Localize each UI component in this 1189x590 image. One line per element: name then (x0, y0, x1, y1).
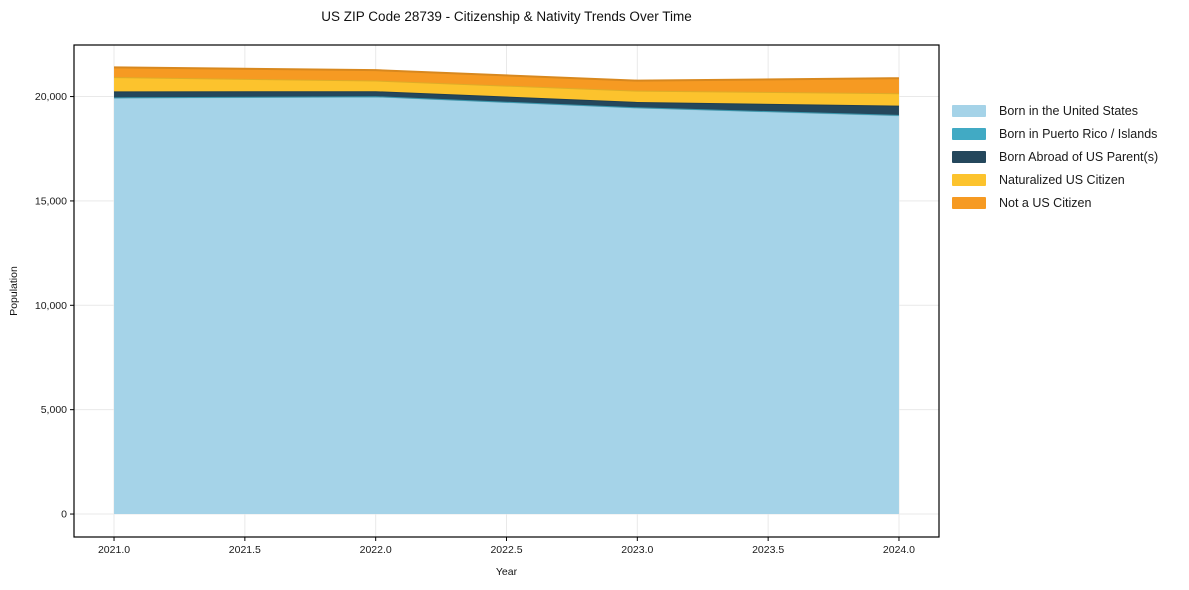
legend-item-naturalized: Naturalized US Citizen (952, 172, 1158, 187)
y-tick-label: 10,000 (35, 300, 67, 312)
legend-label: Not a US Citizen (999, 195, 1092, 210)
x-axis-label: Year (495, 566, 518, 578)
x-tick-label: 2023.0 (621, 544, 653, 556)
legend-swatch-born-pr (952, 127, 986, 140)
area-born-abroad (114, 91, 899, 115)
legend-label: Born in Puerto Rico / Islands (999, 126, 1158, 141)
legend-item-born-abroad: Born Abroad of US Parent(s) (952, 149, 1159, 164)
legend-swatch-born-abroad (952, 150, 986, 163)
x-tick-label: 2022.5 (490, 544, 522, 556)
legend-item-born-us: Born in the United States (952, 103, 1158, 118)
x-tick-label: 2023.5 (752, 544, 784, 556)
legend-label: Naturalized US Citizen (999, 172, 1125, 187)
legend-item-not-citizen: Not a US Citizen (952, 195, 1158, 210)
y-tick-label: 15,000 (35, 195, 67, 207)
x-tick-label: 2024.0 (883, 544, 915, 556)
legend-item-born-pr: Born in Puerto Rico / Islands (952, 126, 1158, 141)
legend-swatch-naturalized (952, 173, 986, 186)
x-tick-label: 2022.0 (360, 544, 392, 556)
area-not-citizen (114, 67, 899, 94)
x-tick-label: 2021.5 (229, 544, 261, 556)
area-naturalized (114, 77, 899, 106)
x-tick-label: 2021.0 (98, 544, 130, 556)
legend-swatch-born-us (952, 104, 986, 117)
chart-title: US ZIP Code 28739 - Citizenship & Nativi… (321, 9, 692, 24)
y-tick-label: 5,000 (41, 404, 67, 416)
area-edge-not-citizen (114, 66, 899, 82)
y-tick-label: 0 (61, 509, 67, 521)
legend: Born in the United States Born in Puerto… (952, 104, 1158, 219)
legend-label: Born in the United States (999, 103, 1138, 118)
y-tick-label: 20,000 (35, 91, 67, 103)
legend-swatch-not-citizen (952, 196, 986, 209)
area-born-us (114, 96, 899, 515)
legend-label: Born Abroad of US Parent(s) (999, 149, 1159, 164)
